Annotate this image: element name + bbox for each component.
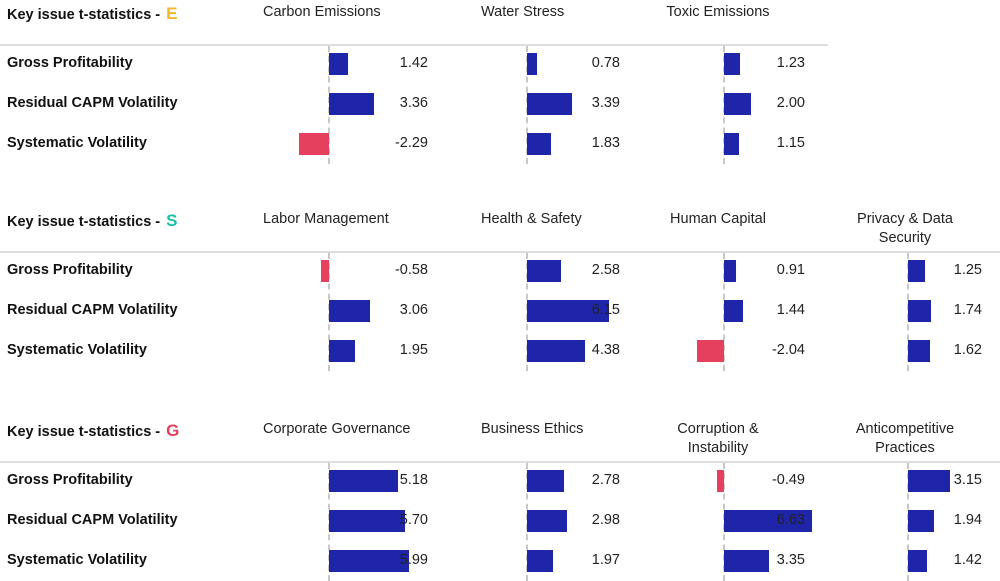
- column-title: Toxic Emissions: [666, 4, 770, 20]
- column-title: Corporate Governance: [263, 421, 411, 437]
- bar: [298, 133, 329, 155]
- column-title: Business Ethics: [481, 421, 584, 437]
- data-label: 3.15: [953, 472, 982, 488]
- bar: [724, 260, 737, 282]
- data-label: -2.29: [394, 135, 428, 151]
- data-label: 1.23: [776, 55, 805, 71]
- data-label: -0.58: [394, 262, 428, 278]
- row-label: Systematic Volatility: [7, 342, 147, 358]
- bar: [527, 93, 573, 115]
- row-label: Residual CAPM Volatility: [7, 512, 178, 528]
- data-label: 1.25: [953, 262, 982, 278]
- data-label: 3.06: [399, 302, 428, 318]
- data-label: 1.62: [953, 342, 982, 358]
- data-label: 1.15: [776, 135, 805, 151]
- bar: [908, 550, 927, 572]
- section-header-rule: [0, 461, 1000, 463]
- bar: [321, 260, 329, 282]
- section-header-rule: [0, 251, 1000, 253]
- data-label: 2.00: [776, 95, 805, 111]
- data-label: 1.94: [953, 512, 982, 528]
- section-title-prefix: Key issue t-statistics -: [7, 214, 165, 230]
- column-title: Anticompetitive Practices: [855, 421, 955, 456]
- bar: [527, 340, 586, 362]
- data-label: 1.95: [399, 342, 428, 358]
- column-title: Health & Safety: [481, 211, 582, 227]
- bar: [908, 470, 950, 492]
- column-title: Water Stress: [481, 4, 565, 20]
- bar: [908, 510, 934, 532]
- bar: [696, 340, 724, 362]
- data-label: 0.91: [776, 262, 805, 278]
- data-label: 3.36: [399, 95, 428, 111]
- bar: [724, 300, 744, 322]
- section-title-prefix: Key issue t-statistics -: [7, 424, 165, 440]
- bar: [527, 300, 609, 322]
- row-label: Gross Profitability: [7, 262, 133, 278]
- bar: [527, 550, 554, 572]
- bar: [724, 550, 769, 572]
- bar: [329, 470, 398, 492]
- row-label: Gross Profitability: [7, 55, 133, 71]
- data-label: 2.58: [591, 262, 620, 278]
- row-label: Systematic Volatility: [7, 135, 147, 151]
- column-title: Privacy & Data Security: [857, 211, 953, 246]
- bar: [724, 53, 741, 75]
- data-label: 6.63: [776, 512, 805, 528]
- data-label: 1.74: [953, 302, 982, 318]
- section-title: Key issue t-statistics - S: [7, 211, 178, 231]
- data-label: 5.99: [399, 552, 428, 568]
- bar: [527, 133, 552, 155]
- data-label: 2.98: [591, 512, 620, 528]
- bar: [908, 300, 932, 322]
- data-label: 3.35: [776, 552, 805, 568]
- bar: [724, 510, 813, 532]
- row-label: Systematic Volatility: [7, 552, 147, 568]
- column-title: Labor Management: [263, 211, 389, 227]
- data-label: -0.49: [771, 472, 805, 488]
- section-letter: S: [166, 211, 178, 230]
- bar: [329, 340, 355, 362]
- bar: [329, 550, 409, 572]
- section-letter: E: [166, 4, 178, 23]
- bar: [329, 510, 405, 532]
- data-label: 1.83: [591, 135, 620, 151]
- data-label: 0.78: [591, 55, 620, 71]
- section-letter: G: [166, 421, 180, 440]
- row-label: Gross Profitability: [7, 472, 133, 488]
- column-title: Human Capital: [670, 211, 766, 227]
- section-header-rule: [0, 44, 828, 46]
- bar: [329, 93, 374, 115]
- bar: [908, 340, 930, 362]
- data-label: 1.42: [953, 552, 982, 568]
- section-title: Key issue t-statistics - E: [7, 4, 178, 24]
- bar: [724, 93, 751, 115]
- section-title-prefix: Key issue t-statistics -: [7, 7, 165, 23]
- column-title: Carbon Emissions: [263, 4, 381, 20]
- data-label: 5.18: [399, 472, 428, 488]
- row-label: Residual CAPM Volatility: [7, 302, 178, 318]
- bar: [527, 260, 562, 282]
- bar: [717, 470, 724, 492]
- data-label: -2.04: [771, 342, 805, 358]
- bar: [527, 510, 567, 532]
- data-label: 1.44: [776, 302, 805, 318]
- section-title: Key issue t-statistics - G: [7, 421, 179, 441]
- data-label: 1.42: [399, 55, 428, 71]
- bar: [329, 53, 348, 75]
- data-label: 5.70: [399, 512, 428, 528]
- data-label: 6.15: [591, 302, 620, 318]
- data-label: 2.78: [591, 472, 620, 488]
- bar: [724, 133, 740, 155]
- row-label: Residual CAPM Volatility: [7, 95, 178, 111]
- bar: [527, 53, 538, 75]
- data-label: 1.97: [591, 552, 620, 568]
- column-title: Corruption & Instability: [677, 421, 759, 456]
- data-label: 4.38: [591, 342, 620, 358]
- bar: [527, 470, 564, 492]
- bar: [908, 260, 925, 282]
- data-label: 3.39: [591, 95, 620, 111]
- bar: [329, 300, 370, 322]
